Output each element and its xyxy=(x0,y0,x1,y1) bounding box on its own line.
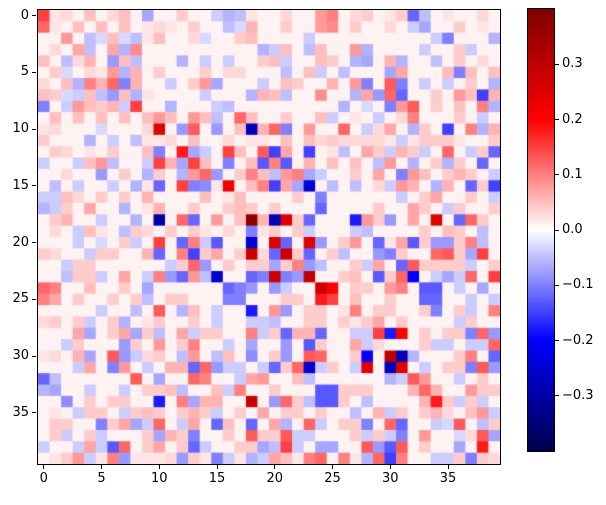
colorbar-tick-mark xyxy=(555,284,559,286)
x-tick-mark xyxy=(447,465,449,469)
x-tick-label: 15 xyxy=(208,471,226,486)
y-tick-label: 30 xyxy=(12,348,29,364)
colorbar-tick-mark xyxy=(555,229,559,231)
x-tick-mark xyxy=(332,465,334,469)
x-tick-mark xyxy=(216,465,218,469)
colorbar-tick-mark xyxy=(555,119,559,120)
x-tick-label: 5 xyxy=(97,471,106,486)
x-tick-mark xyxy=(101,465,103,469)
colorbar-tick-label: 0.3 xyxy=(562,56,583,72)
colorbar-canvas xyxy=(527,8,555,452)
y-tick-label: 15 xyxy=(12,177,29,193)
y-tick-mark xyxy=(32,71,36,73)
y-tick-label: 25 xyxy=(12,291,29,307)
x-tick-label: 10 xyxy=(150,471,168,486)
y-tick-mark xyxy=(32,128,36,130)
x-tick-mark xyxy=(43,465,45,469)
y-tick-mark xyxy=(32,412,36,414)
colorbar-tick-label: −0.3 xyxy=(562,387,594,403)
y-tick-mark xyxy=(32,355,36,357)
colorbar-tick-mark xyxy=(555,63,559,65)
x-tick-label: 30 xyxy=(381,471,399,486)
y-tick-mark xyxy=(32,15,36,17)
colorbar-tick-label: 0.2 xyxy=(562,111,583,127)
x-tick-mark xyxy=(274,465,276,469)
colorbar-tick-label: −0.2 xyxy=(562,332,594,348)
x-tick-mark xyxy=(158,465,160,469)
y-tick-label: 20 xyxy=(12,234,29,250)
colorbar-tick-label: −0.1 xyxy=(562,277,594,293)
colorbar-tick-label: 0.1 xyxy=(562,166,583,182)
colorbar-tick-mark xyxy=(555,174,559,176)
x-tick-label: 0 xyxy=(39,471,48,486)
y-tick-label: 0 xyxy=(20,7,29,23)
y-tick-label: 35 xyxy=(12,404,29,420)
x-tick-label: 25 xyxy=(324,471,341,486)
colorbar-tick-mark xyxy=(555,340,559,341)
y-tick-mark xyxy=(32,242,36,244)
heatmap-canvas xyxy=(37,9,501,465)
x-tick-label: 20 xyxy=(266,471,284,486)
y-tick-label: 10 xyxy=(12,121,29,137)
y-tick-label: 5 xyxy=(20,64,29,80)
colorbar-tick-label: 0.0 xyxy=(562,222,583,237)
colorbar-tick-mark xyxy=(555,395,559,397)
y-tick-mark xyxy=(32,185,36,187)
x-tick-label: 35 xyxy=(439,471,457,486)
y-tick-mark xyxy=(32,298,36,300)
x-tick-mark xyxy=(389,465,391,469)
